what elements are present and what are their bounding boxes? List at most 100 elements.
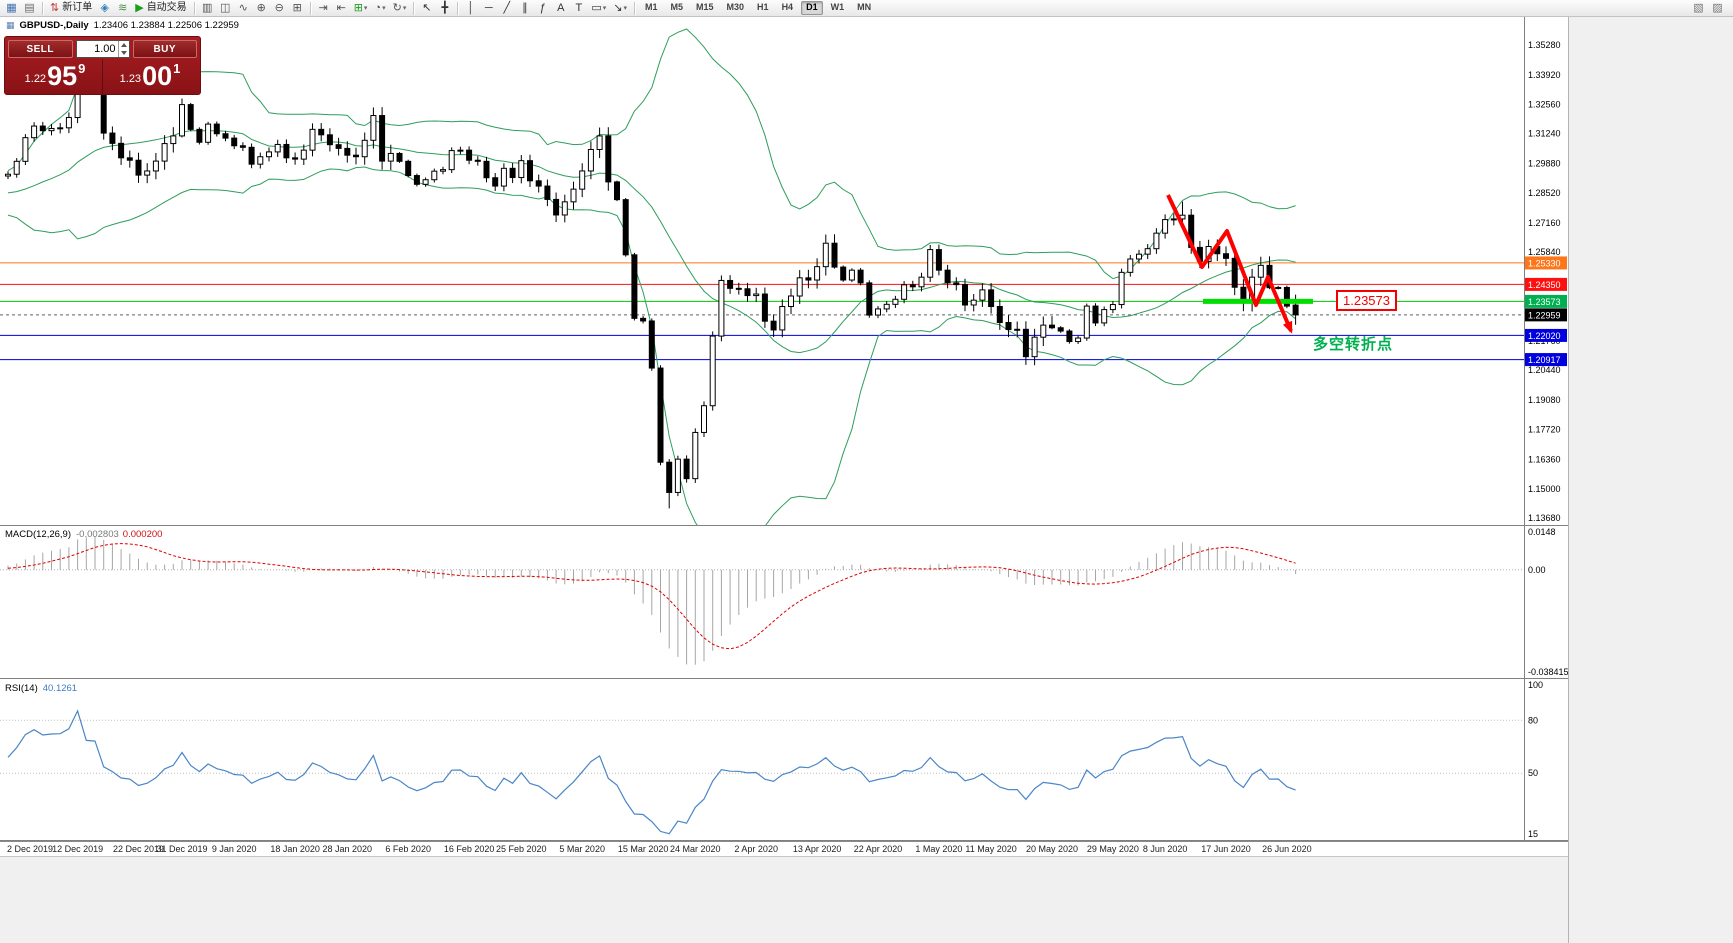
new-chart-button[interactable]: ▦: [3, 1, 20, 16]
volume-stepper[interactable]: 1.00: [75, 40, 130, 58]
price-axis-label: 1.16360: [1528, 454, 1561, 464]
date-label: 2 Dec 2019: [6, 844, 54, 854]
price-axis-label: 1.35280: [1528, 40, 1561, 50]
turning-point-annotation[interactable]: 多空转折点: [1313, 336, 1394, 353]
volume-up-button[interactable]: [119, 41, 129, 49]
timeframe-h4-button[interactable]: H4: [781, 2, 794, 13]
vertical-line-tool-button[interactable]: │: [462, 1, 479, 16]
bid-price-pips: 95: [47, 61, 78, 91]
cursor-tool-icon: ↖: [422, 1, 432, 14]
rsi-axis[interactable]: 100 80 50 15: [1528, 680, 1543, 839]
templates-button[interactable]: ↻ ▾: [390, 1, 410, 16]
rsi-background[interactable]: [0, 679, 1568, 841]
price-axis-label: 1.19080: [1528, 395, 1561, 405]
macd-indicator-pane[interactable]: 0.0148 0.00 -0.038415: [0, 526, 1568, 679]
macd-histogram: [7, 536, 1297, 665]
bar-chart-button[interactable]: ▥: [199, 1, 216, 16]
toolbar-extra-a-button[interactable]: ▧: [1693, 1, 1704, 14]
chart-mini-icon: ▦: [6, 20, 15, 30]
triangle-up-icon: [120, 43, 127, 47]
add-indicator-button[interactable]: ⊞ ▾: [351, 1, 371, 16]
axis-tag-1.20917: [1525, 353, 1567, 367]
shapes-tool-button[interactable]: ▭ ▾: [588, 1, 609, 16]
toolbar-separator: [457, 1, 459, 15]
templates-icon: ↻: [392, 1, 402, 14]
volume-down-button[interactable]: [119, 49, 129, 57]
price-plot-area[interactable]: [0, 28, 1524, 526]
data-window-button[interactable]: ≋: [114, 1, 131, 16]
chart-shift-button[interactable]: ⇤: [333, 1, 350, 16]
profiles-button[interactable]: ▤: [21, 1, 38, 16]
buy-button[interactable]: BUY: [132, 40, 197, 58]
volume-value[interactable]: 1.00: [94, 43, 116, 55]
axis-tag-1.25330: [1525, 256, 1567, 270]
timeframe-m5-button[interactable]: M5: [670, 2, 684, 13]
macd-plot-area[interactable]: [0, 536, 1524, 665]
macd-signal-line[interactable]: [7, 543, 1296, 650]
fibonacci-tool-button[interactable]: ƒ: [534, 1, 551, 16]
toolbar-extra-b-button[interactable]: ▨: [1712, 1, 1723, 14]
date-label: 31 Dec 2019: [156, 844, 208, 854]
macd-main-value: -0.002803: [76, 529, 119, 540]
price-axis-label: 1.28520: [1528, 188, 1561, 198]
cursor-tool-button[interactable]: ↖: [418, 1, 435, 16]
support-price-label[interactable]: 1.23573: [1336, 290, 1397, 311]
timeframe-m30-button[interactable]: M30: [726, 2, 745, 13]
line-chart-button[interactable]: ∿: [235, 1, 252, 16]
auto-scroll-button[interactable]: ⇥: [315, 1, 332, 16]
toolbar-separator: [413, 1, 415, 15]
bollinger-middle-band[interactable]: [7, 130, 1296, 354]
axis-background[interactable]: [1524, 17, 1568, 526]
bar-chart-icon: ▥: [201, 1, 213, 14]
rsi-value: 40.1261: [42, 683, 78, 694]
rsi-line[interactable]: [7, 709, 1296, 835]
price-axis-label: 1.31240: [1528, 129, 1561, 139]
text-tool-button[interactable]: A: [552, 1, 569, 16]
axis-tag-text: 1.20917: [1528, 355, 1561, 365]
macd-background[interactable]: [0, 526, 1568, 679]
autotrading-button[interactable]: ▶ 自动交易: [132, 1, 189, 16]
trendline-tool-button[interactable]: ╱: [498, 1, 515, 16]
price-chart-pane[interactable]: 1.35280 1.33920 1.32560 1.31240 1.29880 1.285…: [0, 17, 1568, 526]
date-label: 6 Feb 2020: [385, 844, 431, 854]
sell-button[interactable]: SELL: [8, 40, 73, 58]
axis-background[interactable]: [1524, 679, 1568, 841]
timeframe-m15-button[interactable]: M15: [696, 2, 714, 13]
chart-background[interactable]: [0, 17, 1568, 526]
rsi-indicator-pane[interactable]: 100 80 50 15: [0, 679, 1568, 841]
market-watch-button[interactable]: ◈: [96, 1, 113, 16]
rsi-plot-area[interactable]: [0, 709, 1524, 835]
arrows-tool-button[interactable]: ↘ ▾: [610, 1, 630, 16]
channel-tool-button[interactable]: ∥: [516, 1, 533, 16]
timeframe-w1-button[interactable]: W1: [830, 2, 845, 13]
tile-windows-button[interactable]: ⊞: [289, 1, 306, 16]
macd-axis[interactable]: 0.0148 0.00 -0.038415: [1528, 527, 1568, 677]
timeframe-mn-button[interactable]: MN: [857, 2, 872, 13]
candlestick-chart-button[interactable]: ◫: [217, 1, 234, 16]
axis-background[interactable]: [1524, 526, 1568, 679]
zigzag-trend-arrow[interactable]: [1166, 194, 1293, 334]
periods-button[interactable]: ◔ ▾: [371, 1, 388, 16]
ask-price[interactable]: 1.23 00 1: [103, 59, 197, 94]
date-label: 2 Apr 2020: [734, 844, 778, 854]
new-order-button[interactable]: ⇅ 新订单: [47, 1, 95, 16]
price-axis[interactable]: 1.35280 1.33920 1.32560 1.31240 1.29880 1.285…: [1525, 40, 1567, 523]
axis-tag-text: 1.23573: [1528, 297, 1561, 307]
axis-tag-1.24350: [1525, 277, 1567, 291]
timeframe-h1-button[interactable]: H1: [757, 2, 769, 13]
rsi-label: RSI(14) 40.1261: [5, 683, 77, 694]
crosshair-tool-button[interactable]: ╋: [436, 1, 453, 16]
time-axis[interactable]: 2 Dec 2019 12 Dec 2019 22 Dec 2019 31 Dec 2…: [0, 841, 1568, 857]
zoom-out-button[interactable]: ⊖: [271, 1, 288, 16]
zoom-in-button[interactable]: ⊕: [253, 1, 270, 16]
label-tool-button[interactable]: T: [570, 1, 587, 16]
bid-price[interactable]: 1.22 95 9: [8, 59, 102, 94]
autotrading-icon: ▶: [135, 1, 144, 14]
bollinger-upper-band[interactable]: [7, 28, 1296, 280]
market-watch-icon: ◈: [100, 1, 109, 14]
ask-price-prefix: 1.23: [119, 73, 142, 85]
timeframe-d1-button[interactable]: D1: [801, 1, 823, 15]
timeframe-m1-button[interactable]: M1: [644, 2, 658, 13]
horizontal-line-tool-button[interactable]: ─: [480, 1, 497, 16]
date-label: 5 Mar 2020: [559, 844, 605, 854]
